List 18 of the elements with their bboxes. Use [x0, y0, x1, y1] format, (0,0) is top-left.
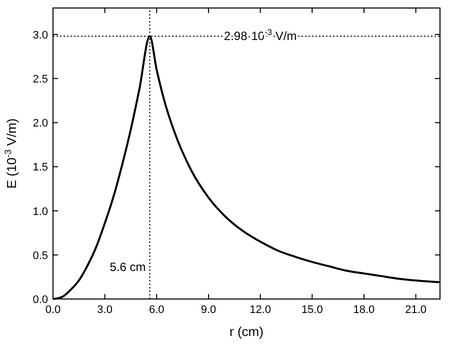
y-tick-label: 2.0: [32, 118, 48, 130]
y-tick-label: 2.5: [32, 74, 48, 86]
x-tick-label: 15.0: [301, 304, 323, 316]
y-tick-label: 3.0: [32, 29, 48, 42]
x-tick-label: 18.0: [353, 304, 375, 316]
y-tick-label: 1.5: [32, 162, 48, 174]
x-tick-label: 12.0: [250, 304, 272, 316]
ref-line-label: 2.98·10$^{-3}$ V/m: [224, 27, 297, 44]
y-tick-label: 1.0: [32, 206, 48, 218]
x-tick-label: 0.0: [45, 304, 61, 316]
y-tick-label: 0.0: [32, 294, 48, 306]
x-tick-label: 6.0: [149, 304, 164, 316]
x-tick-label: 3.0: [97, 304, 112, 316]
x-axis-title: r (cm): [230, 324, 264, 339]
ref-line-label: 5.6 cm: [110, 260, 146, 274]
y-tick-label: 0.5: [32, 250, 48, 262]
x-tick-label: 9.0: [200, 304, 216, 316]
x-tick-label: 21.0: [405, 304, 427, 316]
